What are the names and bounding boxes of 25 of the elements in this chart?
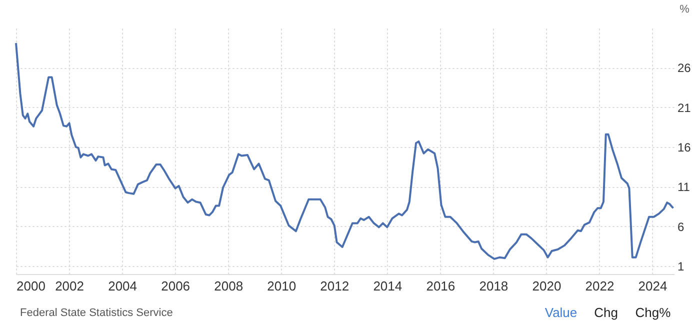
text: Chg: [594, 305, 618, 320]
y-tick-label: 26: [678, 61, 692, 76]
line-series: [15, 42, 674, 260]
x-tick-label: 2008: [214, 278, 244, 294]
y-tick-label: 21: [678, 100, 692, 115]
x-tick-label: 2018: [479, 278, 508, 294]
x-tick-label: 2012: [320, 278, 350, 294]
y-axis-title: %: [680, 4, 690, 16]
x-tick-label: 2024: [638, 278, 668, 294]
x-tick-label: 2006: [161, 278, 190, 294]
x-tick-label: 2020: [532, 278, 562, 294]
text: Chg%: [635, 305, 672, 320]
y-tick-label: 6: [678, 220, 684, 234]
y-tick-label: 16: [678, 140, 692, 155]
y-tick-label: 1: [678, 260, 684, 274]
x-tick-label: 2000: [16, 278, 46, 294]
x-tick-label: 2022: [585, 278, 614, 294]
text: Value: [544, 305, 578, 320]
x-tick-label: 2004: [108, 278, 138, 294]
x-tick-label: 2010: [267, 278, 296, 294]
x-tick-label: 2002: [55, 278, 84, 294]
x-tick-label: 2014: [373, 278, 402, 294]
y-tick-label: 11: [678, 180, 690, 194]
text: Federal State Statistics Service: [20, 307, 173, 319]
x-tick-label: 2016: [426, 278, 456, 294]
